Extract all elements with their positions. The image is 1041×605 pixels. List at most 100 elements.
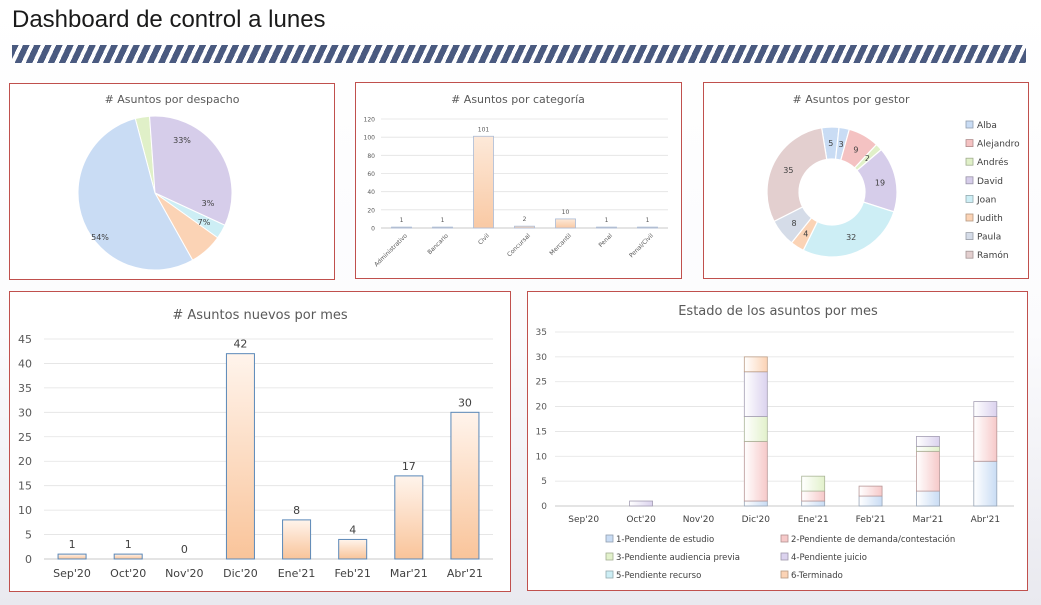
stacked-bar-segment <box>973 460 998 507</box>
legend-label: 2-Pendiente de demanda/contestación <box>791 534 955 545</box>
bar <box>473 135 494 229</box>
data-label: 10 <box>562 209 570 216</box>
legend-swatch <box>780 534 789 543</box>
stacked-bar-segment <box>916 450 940 492</box>
slice-label: 3% <box>202 199 215 208</box>
bar <box>57 553 87 560</box>
stacked-bar-segment <box>743 440 768 502</box>
bar <box>338 538 368 560</box>
data-label: 101 <box>478 126 490 133</box>
y-tick-label: 60 <box>367 171 375 178</box>
data-label: 1 <box>400 217 404 224</box>
slice-value: 4 <box>803 229 808 238</box>
bar <box>282 519 312 560</box>
legend-label: 5-Pendiente recurso <box>616 571 701 581</box>
y-tick-label: 20 <box>18 455 32 468</box>
legend-label: 3-Pendiente audiencia previa <box>616 553 740 563</box>
x-tick-label: Oct'20 <box>626 515 656 525</box>
x-tick-label: Penal/Civil <box>628 232 655 259</box>
y-tick-label: 35 <box>18 382 32 395</box>
chart-title: Estado de los asuntos por mes <box>678 304 878 319</box>
slice-value: 3 <box>839 140 844 149</box>
chart-categoria: # Asuntos por categoría 0 20 40 60 80 100 120 1 A… <box>364 93 668 268</box>
bar <box>432 226 453 229</box>
chart-panel-nuevos: # Asuntos nuevos por mes 0 5 10 15 20 25 30 35 40… <box>9 291 511 592</box>
data-label: 1 <box>125 538 132 551</box>
data-label: 2 <box>523 216 527 223</box>
title-stripe <box>12 45 1026 63</box>
legend-label: Judith <box>976 214 1003 224</box>
legend-label: Paula <box>977 233 1001 243</box>
chart-nuevos: # Asuntos nuevos por mes0510152025303540… <box>18 308 493 580</box>
chart-panel-gestor: # Asuntos por gestor 5 3 9 2 19 32 4 8 35 Alba Alej… <box>703 82 1029 279</box>
data-label: 30 <box>458 396 472 409</box>
chart-gestor: # Asuntos por gestor 5 392 19 32 48 35 Alba Alej… <box>766 93 1020 261</box>
legend-swatch <box>605 534 614 543</box>
legend-swatch <box>780 570 789 579</box>
slice-value: 2 <box>865 154 870 163</box>
bar <box>113 553 143 560</box>
chart-title: # Asuntos por despacho <box>105 93 240 106</box>
y-tick-label: 30 <box>18 406 32 419</box>
legend-swatch <box>965 250 974 259</box>
legend-swatch <box>965 232 974 241</box>
legend-label: 6-Terminado <box>791 571 843 581</box>
stacked-bar-segment <box>858 485 883 497</box>
slice-label: 7% <box>198 218 211 227</box>
legend-swatch <box>965 120 974 129</box>
x-tick-label: Sep'20 <box>568 515 599 525</box>
y-tick-label: 45 <box>18 333 32 346</box>
stacked-bar-segment <box>629 500 653 507</box>
x-tick-label: Nov'20 <box>165 567 204 580</box>
chart-title: # Asuntos nuevos por mes <box>172 308 347 323</box>
data-label: 0 <box>181 543 188 556</box>
x-tick-label: Bancario <box>426 232 450 256</box>
pie-slice <box>149 115 233 226</box>
y-tick-label: 100 <box>364 135 376 142</box>
y-tick-label: 25 <box>18 431 32 444</box>
slice-label: 33% <box>173 136 191 145</box>
x-tick-label: Mercantil <box>548 232 573 257</box>
y-tick-label: 5 <box>541 477 547 487</box>
x-tick-label: Concursal <box>506 232 532 258</box>
legend-swatch <box>780 552 789 561</box>
legend-swatch <box>965 176 974 185</box>
doughnut-slice <box>766 127 828 223</box>
bar <box>225 353 255 560</box>
legend-label: Joan <box>976 195 996 205</box>
x-tick-label: Nov'20 <box>683 515 715 525</box>
stacked-bar-segment <box>743 356 768 373</box>
data-label: 1 <box>441 217 445 224</box>
x-tick-label: Feb'21 <box>334 567 371 580</box>
y-tick-label: 25 <box>536 378 547 388</box>
x-tick-label: Administrativo <box>373 232 409 268</box>
x-tick-label: Ene'21 <box>798 515 829 525</box>
x-tick-label: Abr'21 <box>971 515 1001 525</box>
y-tick-label: 0 <box>25 553 32 566</box>
x-tick-label: Abr'21 <box>447 567 483 580</box>
y-tick-label: 30 <box>536 353 548 363</box>
legend-label: 1-Pendiente de estudio <box>616 535 714 545</box>
y-tick-label: 20 <box>536 403 548 413</box>
stacked-bar-segment <box>801 490 826 502</box>
legend-swatch <box>605 570 614 579</box>
bar <box>555 218 576 229</box>
data-label: 1 <box>646 217 650 224</box>
y-tick-label: 0 <box>541 502 547 512</box>
x-tick-label: Mar'21 <box>390 567 428 580</box>
pie-slice <box>77 117 194 271</box>
y-tick-label: 20 <box>367 207 375 214</box>
legend-label: Andrés <box>977 157 1009 168</box>
bar <box>514 225 535 229</box>
data-label: 42 <box>233 338 247 351</box>
y-tick-label: 35 <box>536 328 547 338</box>
x-tick-label: Oct'20 <box>110 567 146 580</box>
y-tick-label: 80 <box>367 153 375 160</box>
bar <box>596 226 617 229</box>
data-label: 4 <box>349 523 356 536</box>
stacked-bar-segment <box>916 435 940 447</box>
legend-label: Ramón <box>977 250 1009 261</box>
data-label: 1 <box>69 538 76 551</box>
data-label: 17 <box>402 460 416 473</box>
x-tick-label: Mar'21 <box>912 515 943 525</box>
